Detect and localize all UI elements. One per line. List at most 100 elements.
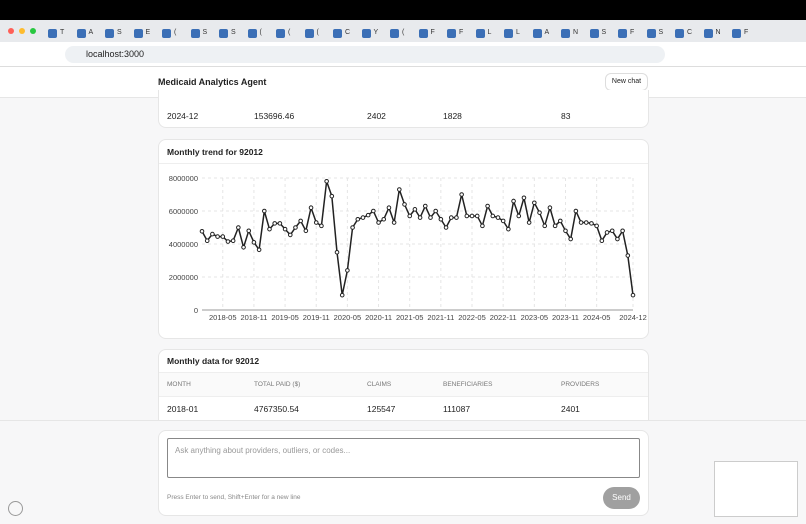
x-tick-label: 2024-12: [619, 313, 647, 322]
point: [511, 198, 516, 204]
tab[interactable]: S: [189, 26, 215, 40]
toolbar: localhost:3000: [0, 42, 806, 67]
new-chat-button[interactable]: New chat: [605, 73, 648, 91]
address-bar[interactable]: localhost:3000: [65, 46, 665, 63]
tab-icon: [247, 29, 257, 38]
x-tick-label: 2021-11: [427, 313, 454, 322]
point: [464, 213, 470, 219]
point: [256, 247, 262, 253]
tab[interactable]: F: [616, 26, 642, 40]
tab[interactable]: T: [46, 26, 72, 40]
tab[interactable]: (: [160, 26, 186, 40]
hint: Press Enter to send, Shift+Enter for a n…: [167, 494, 301, 501]
column-header: PROVIDERS: [561, 381, 600, 388]
y-tick-label: 8000000: [169, 174, 198, 183]
top-bar: [0, 0, 806, 20]
table-cell: 2402: [367, 111, 386, 121]
point: [308, 205, 314, 210]
tab[interactable]: N: [559, 26, 585, 40]
point: [230, 238, 236, 243]
x-tick-label: 2023-05: [521, 313, 549, 322]
tab[interactable]: S: [103, 26, 129, 40]
x-tick-label: 2018-11: [240, 313, 267, 322]
y-tick-label: 2000000: [169, 273, 198, 282]
point: [339, 292, 345, 298]
tab[interactable]: (: [303, 26, 329, 40]
point: [262, 208, 267, 214]
point: [267, 226, 272, 232]
tab[interactable]: L: [474, 26, 500, 40]
table-cell: 153696.46: [254, 111, 295, 121]
point: [563, 228, 568, 234]
point: [469, 213, 475, 219]
point: [448, 215, 454, 220]
tab-icon: [105, 29, 114, 38]
assistant-icon[interactable]: [8, 501, 23, 516]
point: [371, 208, 376, 214]
tab[interactable]: A: [531, 26, 557, 40]
point: [277, 221, 283, 226]
point: [210, 231, 215, 237]
tab[interactable]: F: [417, 26, 443, 40]
tab[interactable]: E: [132, 26, 158, 40]
point: [397, 187, 402, 192]
column-header: CLAIMS: [367, 381, 392, 388]
x-tick-label: 2020-11: [365, 313, 392, 322]
tab-icon: [675, 29, 684, 38]
point: [495, 215, 501, 220]
chart-card: Monthly trend for 92012 0 2000000 4000000 6…: [158, 139, 649, 339]
point: [589, 221, 594, 226]
x-tick-label: 2024-05: [583, 313, 611, 322]
tab[interactable]: F: [730, 26, 756, 40]
x-tick-label: 2022-11: [490, 313, 517, 322]
app-title: Medicaid Analytics Agent: [158, 77, 267, 87]
tab[interactable]: Y: [360, 26, 386, 40]
x-tick-label: 2019-11: [303, 313, 330, 322]
point: [360, 215, 366, 220]
point: [251, 240, 257, 245]
point: [287, 232, 293, 238]
point: [578, 220, 584, 225]
send-button[interactable]: Send: [603, 487, 640, 509]
point: [355, 216, 361, 222]
point: [583, 220, 589, 225]
point: [215, 234, 220, 239]
chat-input[interactable]: Ask anything about providers, outliers, …: [167, 438, 640, 478]
point: [272, 221, 277, 226]
tab[interactable]: S: [217, 26, 243, 40]
point: [443, 225, 449, 230]
composer: Ask anything about providers, outliers, …: [158, 430, 649, 516]
tab-icon: [133, 29, 143, 38]
tab[interactable]: (: [274, 26, 300, 40]
chart-title: Monthly trend for 92012: [167, 147, 263, 157]
point: [345, 268, 350, 273]
tab-icon: [190, 29, 200, 38]
tab-icon: [447, 29, 456, 38]
tab[interactable]: F: [445, 26, 471, 40]
tab[interactable]: C: [331, 26, 357, 40]
point: [568, 236, 573, 242]
tab-icon: [732, 29, 741, 38]
point: [407, 213, 413, 219]
tab[interactable]: (: [388, 26, 414, 40]
tab-icon: [219, 29, 228, 38]
tab-icon: [618, 29, 627, 38]
point: [516, 213, 522, 219]
tab[interactable]: L: [502, 26, 528, 40]
point: [402, 202, 407, 207]
tab[interactable]: (: [246, 26, 272, 40]
prev-table: 2024-12 153696.46 2402 1828 83: [158, 90, 649, 128]
point: [220, 234, 226, 239]
point: [225, 239, 231, 244]
point: [293, 225, 298, 230]
point: [594, 223, 599, 229]
tab[interactable]: S: [645, 26, 671, 40]
tab[interactable]: A: [75, 26, 101, 40]
tab[interactable]: C: [673, 26, 699, 40]
tab[interactable]: S: [588, 26, 614, 40]
point: [391, 220, 397, 225]
point: [532, 200, 537, 206]
tab[interactable]: N: [702, 26, 728, 40]
y-tick-label: 6000000: [169, 207, 198, 216]
